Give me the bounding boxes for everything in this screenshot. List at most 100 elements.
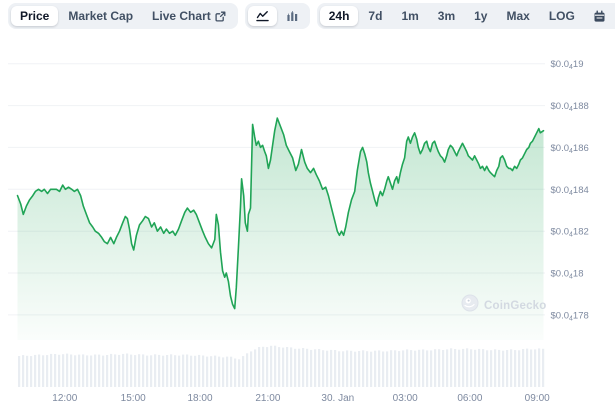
- navigator-bar: [170, 354, 173, 387]
- navigator-bar: [34, 354, 37, 387]
- navigator-bar: [238, 359, 241, 387]
- chart-type-group: [244, 3, 310, 29]
- navigator-bar: [98, 354, 101, 387]
- navigator-bar: [542, 348, 545, 387]
- navigator-bar: [66, 353, 69, 387]
- calendar-icon: [593, 10, 606, 23]
- navigator-bar: [478, 348, 481, 387]
- range-1m[interactable]: 1m: [392, 6, 427, 26]
- navigator-bar: [210, 356, 213, 387]
- range-3m[interactable]: 3m: [429, 6, 464, 26]
- x-axis-label: 12:00: [52, 393, 77, 404]
- navigator-bar: [42, 355, 45, 387]
- navigator-bar: [126, 353, 129, 387]
- range-3m-label: 3m: [437, 9, 456, 23]
- tab-price[interactable]: Price: [11, 6, 59, 26]
- navigator-bar: [266, 347, 269, 387]
- range-24h[interactable]: 24h: [319, 6, 359, 26]
- navigator-bar: [514, 350, 517, 387]
- navigator-bar: [122, 353, 125, 387]
- navigator-bar: [294, 348, 297, 387]
- tab-live-chart[interactable]: Live Chart: [143, 6, 235, 26]
- navigator-bar: [246, 353, 249, 387]
- price-area: [17, 118, 544, 340]
- navigator-bar: [450, 348, 453, 387]
- navigator-bar: [334, 350, 337, 387]
- chart-type-line-button[interactable]: [247, 6, 277, 26]
- navigator-bar: [110, 353, 113, 387]
- range-1y-label: 1y: [474, 9, 488, 23]
- line-chart-icon: [256, 10, 269, 22]
- navigator-bar: [530, 349, 533, 387]
- navigator-strip[interactable]: [18, 345, 545, 387]
- navigator-bar: [458, 349, 461, 387]
- navigator-bar: [234, 358, 237, 387]
- navigator-bar: [282, 347, 285, 387]
- navigator-bar: [222, 357, 225, 387]
- navigator-bar: [242, 356, 245, 387]
- log-scale-toggle[interactable]: LOG: [540, 6, 584, 26]
- navigator-bar: [166, 355, 169, 387]
- navigator-bar: [70, 354, 73, 387]
- y-axis-label: $0.04178: [551, 310, 589, 322]
- navigator-bar: [198, 354, 201, 387]
- navigator-bar: [274, 345, 277, 387]
- navigator-bar: [502, 350, 505, 387]
- navigator-bar: [250, 351, 253, 387]
- x-axis-label: 18:00: [187, 393, 212, 404]
- navigator-bar: [426, 350, 429, 387]
- navigator-bar: [526, 348, 529, 387]
- navigator-bar: [298, 348, 301, 387]
- navigator-bar: [154, 354, 157, 387]
- navigator-bar: [78, 354, 81, 387]
- navigator-bar: [474, 349, 477, 387]
- navigator-bar: [358, 351, 361, 387]
- tab-live-chart-label: Live Chart: [152, 9, 211, 23]
- navigator-bar: [466, 348, 469, 387]
- chart-type-candlestick-button[interactable]: [278, 6, 307, 26]
- range-1m-label: 1m: [401, 9, 419, 23]
- calendar-button[interactable]: [585, 6, 614, 26]
- log-scale-label: LOG: [548, 9, 575, 23]
- navigator-bar: [414, 350, 417, 387]
- view-tab-group: Price Market Cap Live Chart: [8, 3, 238, 29]
- navigator-bar: [174, 355, 177, 387]
- range-7d[interactable]: 7d: [359, 6, 391, 26]
- y-axis-label: $0.0418: [551, 269, 584, 281]
- navigator-bar: [54, 354, 57, 387]
- navigator-bar: [50, 353, 53, 387]
- navigator-bar: [518, 350, 521, 387]
- navigator-bar: [90, 355, 93, 387]
- range-1y[interactable]: 1y: [465, 6, 496, 26]
- navigator-bar: [18, 356, 21, 387]
- navigator-bar: [382, 351, 385, 387]
- navigator-bar: [278, 347, 281, 387]
- navigator-bar: [58, 354, 61, 387]
- navigator-bar: [118, 354, 121, 387]
- external-link-icon: [215, 11, 226, 22]
- navigator-bar: [418, 349, 421, 387]
- range-max[interactable]: Max: [497, 6, 538, 26]
- navigator-bar: [162, 355, 165, 387]
- navigator-bar: [74, 355, 77, 387]
- navigator-bar: [310, 349, 313, 387]
- navigator-bar: [206, 356, 209, 387]
- tab-market-cap[interactable]: Market Cap: [59, 6, 142, 26]
- y-axis-label: $0.04184: [551, 185, 589, 197]
- navigator-bar: [354, 351, 357, 387]
- navigator-bar: [178, 355, 181, 387]
- navigator-bar: [494, 349, 497, 387]
- navigator-bar: [290, 347, 293, 387]
- navigator-bar: [522, 349, 525, 387]
- x-axis-label: 30. Jan: [321, 393, 354, 404]
- navigator-bar: [286, 347, 289, 387]
- navigator-bar: [150, 355, 153, 387]
- navigator-bar: [30, 356, 33, 387]
- range-7d-label: 7d: [368, 9, 383, 23]
- navigator-bar: [254, 349, 257, 387]
- navigator-bar: [486, 350, 489, 387]
- navigator-bar: [182, 354, 185, 387]
- navigator-bar: [406, 349, 409, 387]
- navigator-bar: [490, 350, 493, 387]
